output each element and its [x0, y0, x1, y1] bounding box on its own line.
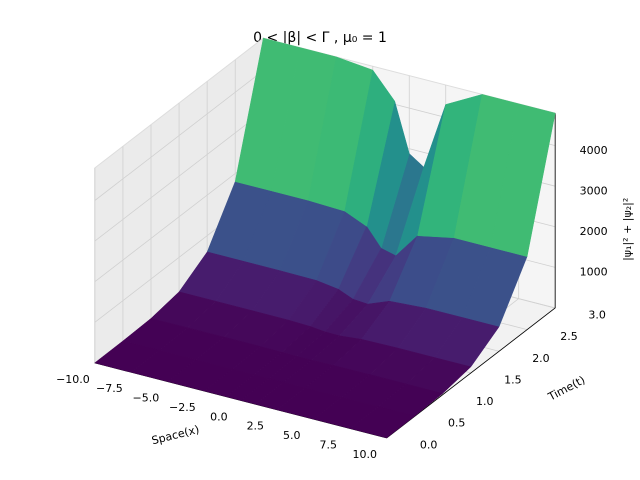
surface-patch	[344, 69, 395, 227]
x-axis-label: Space(x)	[150, 423, 200, 447]
x-tick-label: −10.0	[56, 373, 90, 386]
chart-title: 0 < |β| < Γ , μ₀ = 1	[253, 30, 387, 46]
surface-patch	[349, 406, 416, 439]
z-tick-label: 4000	[580, 144, 608, 157]
x-tick-label: −5.0	[133, 392, 160, 405]
y-tick-label: 2.0	[532, 352, 550, 365]
x-tick-label: 0.0	[210, 410, 228, 423]
y-tick-label: 2.5	[560, 330, 578, 343]
z-tick-label: 2000	[580, 225, 608, 238]
y-tick-label: 1.0	[476, 395, 494, 408]
x-tick-label: 10.0	[353, 448, 378, 461]
x-tick-label: 7.5	[320, 438, 338, 451]
y-tick-label: 0.5	[448, 417, 466, 430]
grid-line	[94, 110, 264, 242]
x-tick-label: −7.5	[96, 382, 123, 395]
x-tick-label: 2.5	[247, 420, 265, 433]
y-tick-label: 0.0	[420, 438, 438, 451]
y-tick-label: 3.0	[588, 308, 606, 321]
z-tick-label: 3000	[580, 184, 608, 197]
x-tick-label: −2.5	[169, 401, 196, 414]
z-axis-label: |ψ₁|² + |ψ₂|²	[621, 198, 634, 261]
grid-line	[94, 151, 264, 283]
y-tick-label: 1.5	[504, 373, 522, 386]
surface-patch	[490, 103, 556, 257]
y-axis-label: Time(t)	[545, 373, 587, 404]
z-tick-label: 1000	[580, 266, 608, 279]
x-tick-label: 5.0	[283, 429, 301, 442]
grid-line	[94, 70, 264, 201]
